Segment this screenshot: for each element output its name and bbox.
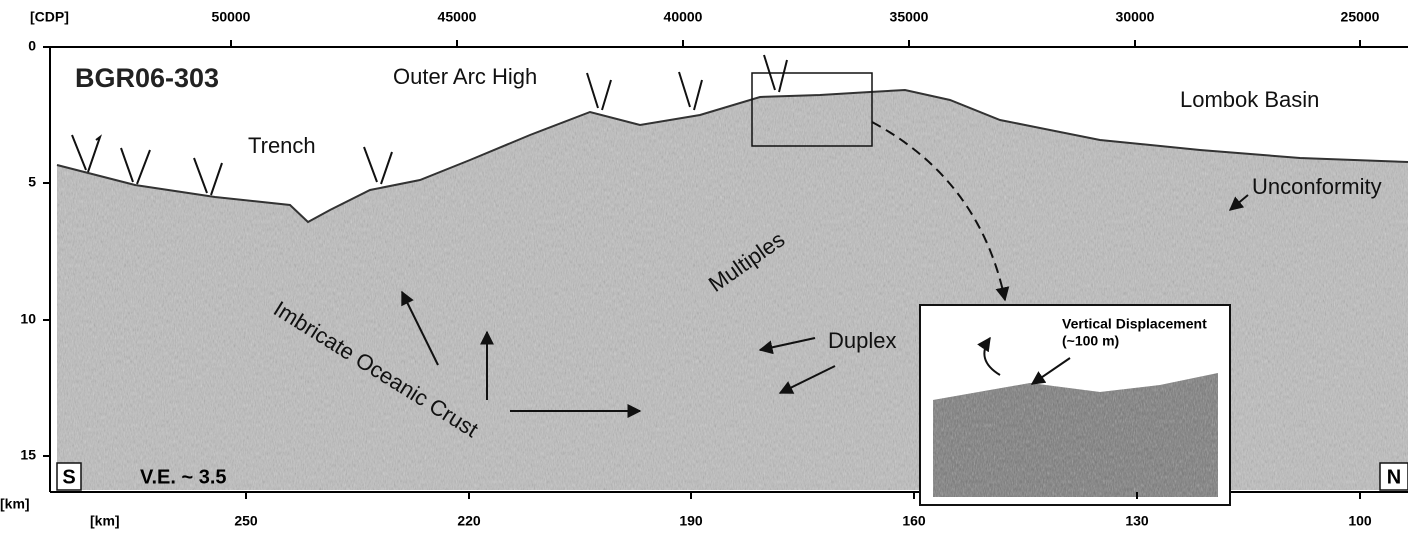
top-tick-label: 35000 bbox=[890, 9, 929, 25]
corner-label: S bbox=[62, 466, 75, 488]
page: BGR06-303 Trench Outer Arc High Lombok B… bbox=[0, 0, 1408, 531]
left-tick-label: 5 bbox=[28, 174, 36, 190]
bottom-tick-label: 250 bbox=[234, 513, 258, 529]
fault bbox=[587, 73, 611, 110]
vertical-exaggeration: V.E. ~ 3.5 bbox=[140, 466, 227, 488]
top-tick-label: 25000 bbox=[1341, 9, 1380, 25]
figure: BGR06-303 Trench Outer Arc High Lombok B… bbox=[0, 0, 1408, 531]
fault bbox=[194, 158, 222, 195]
fault bbox=[72, 135, 100, 172]
axis-unit: [km] bbox=[0, 496, 30, 512]
left-tick-label: 15 bbox=[20, 447, 36, 463]
fault bbox=[364, 147, 392, 184]
label: Unconformity bbox=[1252, 174, 1382, 199]
label: Trench bbox=[248, 133, 316, 158]
axis-unit: [CDP] bbox=[30, 9, 69, 25]
top-tick-label: 45000 bbox=[438, 9, 477, 25]
left-tick-label: 0 bbox=[28, 38, 36, 54]
label: Lombok Basin bbox=[1180, 87, 1319, 112]
left-tick-label: 10 bbox=[20, 311, 36, 327]
fault bbox=[121, 148, 150, 184]
bottom-tick-label: 190 bbox=[679, 513, 703, 529]
inset-sublabel: (~100 m) bbox=[1062, 333, 1119, 349]
bottom-tick-label: 220 bbox=[457, 513, 481, 529]
top-tick-label: 40000 bbox=[664, 9, 703, 25]
label: Duplex bbox=[828, 328, 896, 353]
top-tick-label: 30000 bbox=[1116, 9, 1155, 25]
label: Outer Arc High bbox=[393, 64, 537, 89]
bottom-tick-label: 130 bbox=[1125, 513, 1149, 529]
bottom-tick-label: 160 bbox=[902, 513, 926, 529]
axis-unit: [km] bbox=[90, 513, 120, 529]
title: BGR06-303 bbox=[75, 63, 219, 93]
bottom-tick-label: 100 bbox=[1348, 513, 1372, 529]
inset-label: Vertical Displacement bbox=[1062, 316, 1207, 332]
fault bbox=[679, 72, 702, 110]
top-tick-label: 50000 bbox=[212, 9, 251, 25]
corner-label: N bbox=[1387, 466, 1401, 488]
